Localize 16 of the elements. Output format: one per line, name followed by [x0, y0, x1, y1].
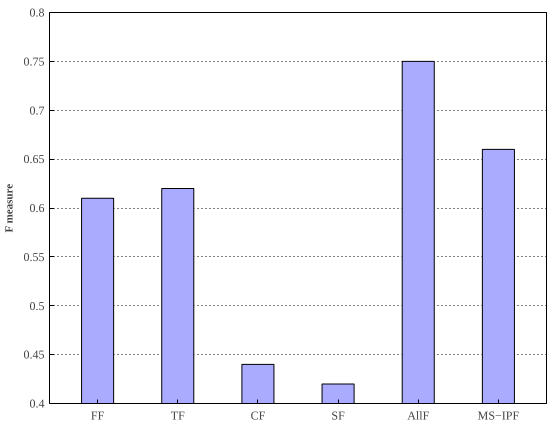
x-tick-label: FF: [90, 408, 105, 422]
x-tick-label: CF: [250, 408, 266, 422]
y-axis-title: F measure: [4, 184, 16, 232]
y-tick-label: 0.55: [24, 250, 44, 264]
y-tick-label: 0.7: [30, 103, 44, 118]
x-tick-label: MS−IPF: [478, 408, 520, 422]
y-tick-label: 0.65: [24, 152, 44, 166]
y-tick-label: 0.6: [30, 201, 44, 215]
x-tick-label: TF: [170, 408, 186, 422]
x-tick-label: SF: [331, 408, 346, 422]
y-tick-label: 0.5: [30, 298, 44, 313]
y-tick-label: 0.4: [30, 396, 44, 410]
x-tick-label: AllF: [407, 408, 430, 422]
y-tick-label: 0.75: [24, 54, 44, 68]
y-tick-label: 0.8: [30, 6, 44, 20]
y-tick-label: 0.45: [24, 348, 44, 362]
